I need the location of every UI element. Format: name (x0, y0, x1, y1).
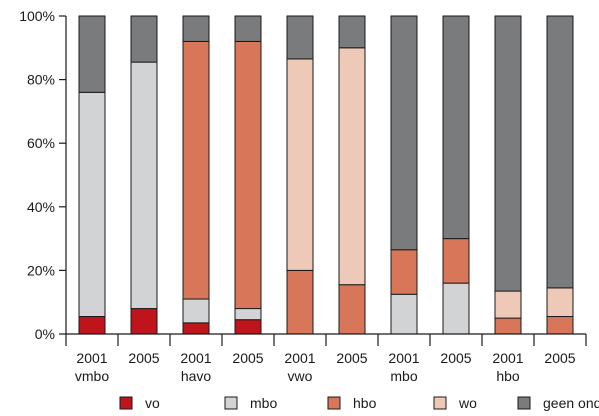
bar-segment-hbo-7 (442, 238, 470, 284)
bar-segment-geen-onderwijs-8 (494, 15, 522, 292)
bar-segment-mbo-3 (234, 308, 262, 321)
y-tick-label: 20% (27, 262, 55, 278)
legend-label: mbo (250, 395, 277, 411)
x-tick-label: 2005 (232, 350, 263, 366)
x-tick-label: 2001 (388, 350, 419, 366)
legend-label: vo (145, 395, 160, 411)
bar-segment-mbo-1 (130, 61, 158, 310)
bar-segment-wo-8 (494, 290, 522, 319)
bar-segment-wo-5 (338, 47, 366, 286)
y-tick-label: 0% (35, 326, 55, 342)
legend-swatch-hbo (327, 396, 341, 410)
bar-segment-hbo-2 (182, 40, 210, 300)
bar-segment-hbo-4 (286, 269, 314, 335)
bar-segment-geen-onderwijs-6 (390, 15, 418, 251)
bar-segment-vo-3 (234, 319, 262, 335)
y-tick-label: 40% (27, 199, 55, 215)
x-tick-label: 2005 (128, 350, 159, 366)
bar-segment-geen-onderwijs-1 (130, 15, 158, 63)
x-tick-label: 2005 (544, 350, 575, 366)
legend-swatch-geen-onderwijs (517, 396, 531, 410)
bar-segment-geen-onderwijs-7 (442, 15, 470, 240)
bar-segment-geen-onderwijs-9 (546, 15, 574, 289)
bar-segment-wo-4 (286, 58, 314, 271)
bar-segment-hbo-6 (390, 249, 418, 295)
bar-segment-hbo-5 (338, 284, 366, 335)
x-tick-label: vmbo (75, 368, 109, 384)
bar-segment-mbo-6 (390, 293, 418, 335)
legend-swatch-mbo (224, 396, 238, 410)
bar-segment-geen-onderwijs-4 (286, 15, 314, 60)
legend-swatch-wo (433, 396, 447, 410)
y-tick-label: 60% (27, 135, 55, 151)
axes: 0% 20% 40% 60% 80% 100% 2001 vmbo 2005 2001 havo 20… (19, 8, 587, 384)
bar-segment-geen-onderwijs-3 (234, 15, 262, 42)
legend-label: geen onderwijs (543, 395, 599, 411)
x-tick-label: 2001 (492, 350, 523, 366)
bar-segment-wo-9 (546, 287, 574, 318)
x-tick-label: 2001 (76, 350, 107, 366)
bar-segment-geen-onderwijs-0 (78, 15, 106, 93)
y-tick-label: 100% (19, 8, 55, 24)
x-tick-label: mbo (390, 368, 417, 384)
bar-segment-hbo-8 (494, 317, 522, 335)
bar-segment-hbo-3 (234, 40, 262, 310)
legend-label: hbo (353, 395, 377, 411)
x-tick-label: 2001 (284, 350, 315, 366)
bar-segment-mbo-0 (78, 91, 106, 318)
legend: vo mbo hbo wo geen onderwijs (119, 395, 599, 411)
x-tick-label: 2005 (336, 350, 367, 366)
bar-segment-hbo-9 (546, 316, 574, 335)
plot-area (78, 15, 574, 335)
bar-segment-vo-1 (130, 308, 158, 335)
y-tick-label: 80% (27, 72, 55, 88)
x-tick-label: 2005 (440, 350, 471, 366)
legend-swatch-vo (119, 396, 133, 410)
bar-segment-mbo-2 (182, 298, 210, 324)
x-tick-label: 2001 (180, 350, 211, 366)
x-tick-label: hbo (496, 368, 520, 384)
bar-segment-vo-0 (78, 316, 106, 335)
bar-segment-vo-2 (182, 322, 210, 335)
bar-segment-geen-onderwijs-5 (338, 15, 366, 49)
x-tick-label: havo (181, 368, 212, 384)
bar-segment-geen-onderwijs-2 (182, 15, 210, 42)
legend-label: wo (458, 395, 477, 411)
bar-segment-mbo-7 (442, 282, 470, 335)
x-tick-label: vwo (288, 368, 313, 384)
